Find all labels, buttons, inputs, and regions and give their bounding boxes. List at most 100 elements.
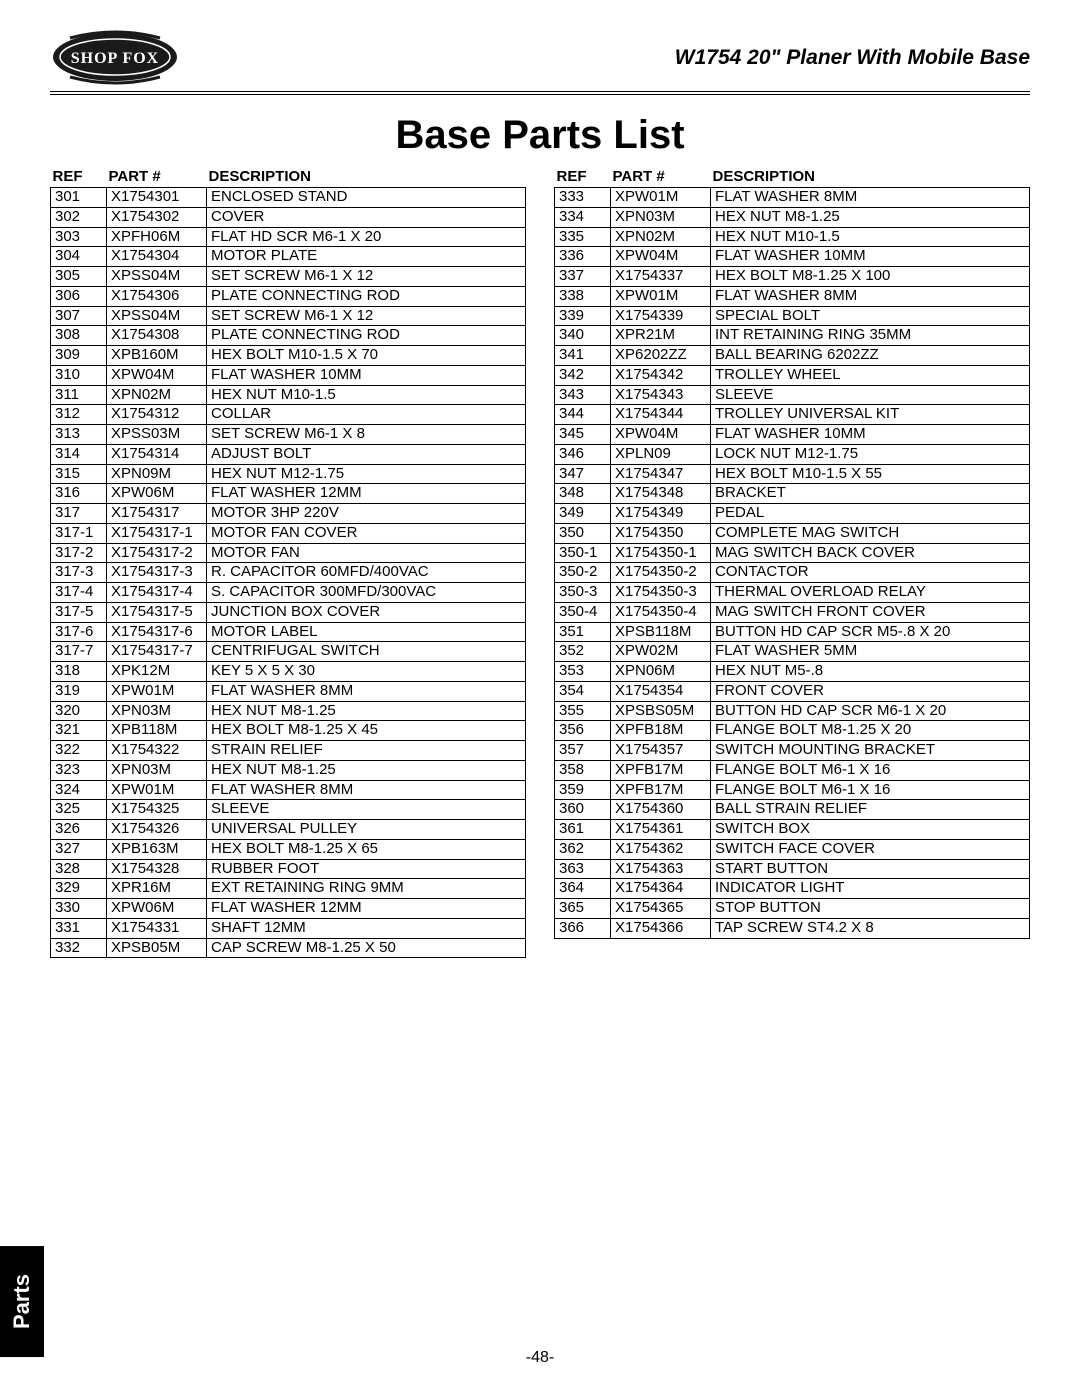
table-cell: XPB163M [107,839,207,859]
table-cell: 339 [555,306,611,326]
table-row: 350-4X1754350-4MAG SWITCH FRONT COVER [555,602,1030,622]
col-part: PART # [611,166,711,188]
table-cell: 317-5 [51,602,107,622]
table-row: 316XPW06MFLAT WASHER 12MM [51,484,526,504]
table-cell: X1754350-1 [611,543,711,563]
table-cell: TROLLEY UNIVERSAL KIT [711,405,1030,425]
table-row: 352XPW02MFLAT WASHER 5MM [555,642,1030,662]
table-cell: 358 [555,760,611,780]
table-row: 357X1754357SWITCH MOUNTING BRACKET [555,741,1030,761]
table-row: 329XPR16MEXT RETAINING RING 9MM [51,879,526,899]
table-cell: X1754301 [107,188,207,208]
table-cell: THERMAL OVERLOAD RELAY [711,583,1030,603]
table-cell: XPB118M [107,721,207,741]
table-cell: 334 [555,207,611,227]
table-cell: X1754322 [107,741,207,761]
table-row: 317-7X1754317-7CENTRIFUGAL SWITCH [51,642,526,662]
table-cell: 332 [51,938,107,958]
table-cell: 302 [51,207,107,227]
table-row: 340XPR21MINT RETAINING RING 35MM [555,326,1030,346]
table-row: 309XPB160MHEX BOLT M10-1.5 X 70 [51,346,526,366]
table-cell: X1754364 [611,879,711,899]
table-cell: CAP SCREW M8-1.25 X 50 [207,938,526,958]
table-cell: XPW01M [107,681,207,701]
table-cell: X1754317-5 [107,602,207,622]
table-cell: 366 [555,918,611,938]
table-cell: HEX BOLT M8-1.25 X 65 [207,839,526,859]
left-table-wrap: REF PART # DESCRIPTION 301X1754301ENCLOS… [50,166,526,958]
table-row: 317-3X1754317-3R. CAPACITOR 60MFD/400VAC [51,563,526,583]
table-row: 348X1754348BRACKET [555,484,1030,504]
table-cell: X1754314 [107,444,207,464]
table-cell: SET SCREW M6-1 X 8 [207,425,526,445]
table-cell: 345 [555,425,611,445]
table-row: 354X1754354FRONT COVER [555,681,1030,701]
table-cell: MAG SWITCH FRONT COVER [711,602,1030,622]
table-row: 355XPSBS05MBUTTON HD CAP SCR M6-1 X 20 [555,701,1030,721]
table-cell: FLAT WASHER 10MM [711,425,1030,445]
table-row: 346XPLN09LOCK NUT M12-1.75 [555,444,1030,464]
table-row: 332XPSB05MCAP SCREW M8-1.25 X 50 [51,938,526,958]
table-cell: XPW01M [611,286,711,306]
table-row: 337X1754337HEX BOLT M8-1.25 X 100 [555,267,1030,287]
table-cell: XPFB17M [611,760,711,780]
table-cell: X1754347 [611,464,711,484]
table-cell: 347 [555,464,611,484]
table-cell: XPSS03M [107,425,207,445]
table-row: 350-1X1754350-1MAG SWITCH BACK COVER [555,543,1030,563]
table-cell: TROLLEY WHEEL [711,365,1030,385]
table-cell: 354 [555,681,611,701]
table-cell: XPR16M [107,879,207,899]
table-cell: X1754328 [107,859,207,879]
table-cell: X1754331 [107,918,207,938]
table-cell: CENTRIFUGAL SWITCH [207,642,526,662]
table-cell: 317-2 [51,543,107,563]
table-row: 351XPSB118MBUTTON HD CAP SCR M5-.8 X 20 [555,622,1030,642]
table-cell: 322 [51,741,107,761]
table-cell: FLAT WASHER 10MM [711,247,1030,267]
table-cell: 340 [555,326,611,346]
table-cell: XPN02M [107,385,207,405]
table-cell: X1754350-2 [611,563,711,583]
table-cell: EXT RETAINING RING 9MM [207,879,526,899]
table-cell: 327 [51,839,107,859]
table-row: 363X1754363START BUTTON [555,859,1030,879]
table-cell: XPSBS05M [611,701,711,721]
table-cell: XPK12M [107,662,207,682]
table-row: 359XPFB17MFLANGE BOLT M6-1 X 16 [555,780,1030,800]
table-cell: XPN02M [611,227,711,247]
table-cell: 312 [51,405,107,425]
table-row: 333XPW01MFLAT WASHER 8MM [555,188,1030,208]
table-cell: SLEEVE [711,385,1030,405]
table-cell: X1754317-3 [107,563,207,583]
table-cell: STOP BUTTON [711,899,1030,919]
table-cell: 361 [555,820,611,840]
table-row: 349X1754349PEDAL [555,504,1030,524]
table-cell: 359 [555,780,611,800]
table-row: 317-1X1754317-1MOTOR FAN COVER [51,523,526,543]
table-cell: 349 [555,504,611,524]
table-cell: FLANGE BOLT M6-1 X 16 [711,780,1030,800]
table-cell: 336 [555,247,611,267]
table-cell: 307 [51,306,107,326]
table-row: 353XPN06MHEX NUT M5-.8 [555,662,1030,682]
table-cell: PLATE CONNECTING ROD [207,326,526,346]
table-cell: 324 [51,780,107,800]
table-cell: 357 [555,741,611,761]
table-cell: 350-1 [555,543,611,563]
table-cell: FLAT WASHER 12MM [207,899,526,919]
table-cell: SET SCREW M6-1 X 12 [207,306,526,326]
table-cell: XPFB17M [611,780,711,800]
table-row: 317-4X1754317-4S. CAPACITOR 300MFD/300VA… [51,583,526,603]
table-cell: CONTACTOR [711,563,1030,583]
table-cell: KEY 5 X 5 X 30 [207,662,526,682]
table-cell: FLAT WASHER 8MM [711,286,1030,306]
col-desc: DESCRIPTION [207,166,526,188]
table-cell: X1754302 [107,207,207,227]
table-row: 317-5X1754317-5JUNCTION BOX COVER [51,602,526,622]
table-cell: X1754304 [107,247,207,267]
table-row: 310XPW04MFLAT WASHER 10MM [51,365,526,385]
table-row: 315XPN09MHEX NUT M12-1.75 [51,464,526,484]
table-cell: SHAFT 12MM [207,918,526,938]
table-row: 331X1754331SHAFT 12MM [51,918,526,938]
